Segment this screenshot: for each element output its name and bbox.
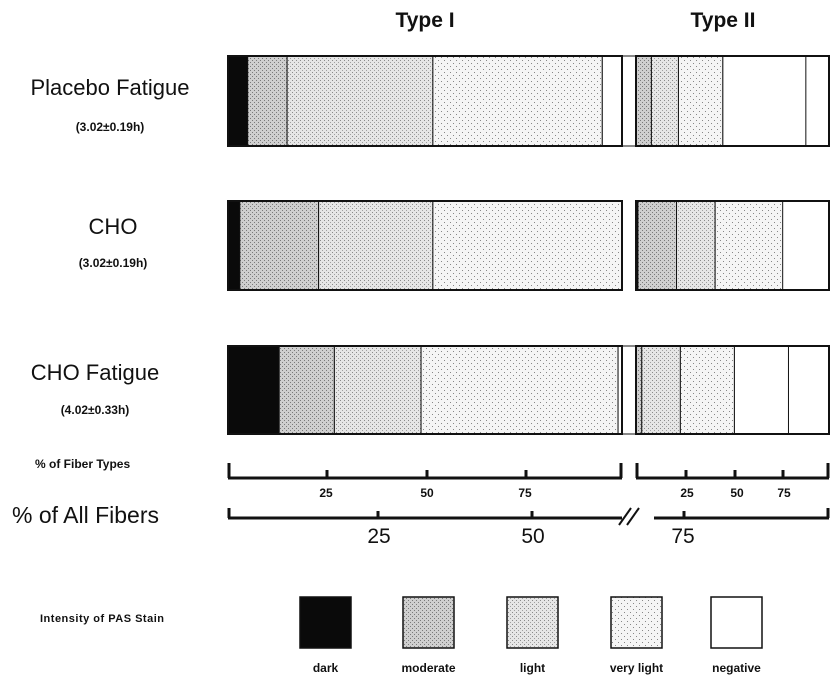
legend-swatch-negative xyxy=(710,596,763,649)
row-sublabel-placebo-fatigue: (3.02±0.19h) xyxy=(76,120,145,134)
bar-segment-type-i-cho-fatigue-light xyxy=(333,345,422,435)
legend-swatch-very-light xyxy=(610,596,663,649)
bar-segment-type-ii-placebo-fatigue-light xyxy=(650,55,679,147)
axis-all-fibers: 25 50 75 xyxy=(227,507,830,548)
row-sublabel-cho: (3.02±0.19h) xyxy=(79,256,148,270)
bar-segment-type-ii-cho-moderate xyxy=(637,200,678,291)
bar-segment-type-i-cho-moderate xyxy=(239,200,320,291)
bar-segment-type-ii-cho-fatigue-very-light xyxy=(679,345,735,435)
bar-outline xyxy=(635,200,830,291)
bar-segment-type-i-placebo-fatigue-light xyxy=(286,55,434,147)
legend-title: Intensity of PAS Stain xyxy=(40,613,164,625)
row-label-cho: CHO xyxy=(89,214,138,239)
axis-tick-label-25: 25 xyxy=(367,525,390,548)
legend-label-very-light: very light xyxy=(610,661,663,675)
bar-segment-type-i-cho-fatigue-moderate xyxy=(278,345,335,435)
bar-segment-type-ii-placebo-fatigue-negative xyxy=(722,55,807,147)
legend-label-dark: dark xyxy=(313,661,339,675)
bar-segment-type-i-cho-very-light xyxy=(432,200,623,291)
stacked-bars xyxy=(227,55,830,435)
legend-swatch-dark xyxy=(299,596,352,649)
bar-segment-type-i-cho-dark xyxy=(227,200,241,291)
row-label-cho-fatigue: CHO Fatigue xyxy=(31,360,159,385)
axis-tick-label-25: 25 xyxy=(319,486,333,500)
legend-label-moderate: moderate xyxy=(401,661,455,675)
bar-segment-type-i-cho-fatigue-dark xyxy=(227,345,280,435)
bar-segment-type-i-placebo-fatigue-dark xyxy=(227,55,249,147)
axis-break-mark xyxy=(626,507,640,526)
bar-segment-type-i-placebo-fatigue-very-light xyxy=(432,55,603,147)
legend-label-negative: negative xyxy=(712,661,761,675)
bar-segment-type-i-placebo-fatigue-moderate xyxy=(247,55,288,147)
legend: dark moderate light very light negative xyxy=(299,596,763,675)
row-sublabel-cho-fatigue: (4.02±0.33h) xyxy=(61,403,130,417)
axis-label-fiber-types: % of Fiber Types xyxy=(35,457,130,471)
bar-outline xyxy=(227,55,623,147)
axis-fiber-types-type2: 25 50 75 xyxy=(635,463,830,500)
bar-segment-type-ii-placebo-fatigue-very-light xyxy=(677,55,724,147)
axis-tick-label-50: 50 xyxy=(730,486,744,500)
axis-tick-label-50: 50 xyxy=(521,525,544,548)
bar-segment-type-ii-cho-very-light xyxy=(714,200,784,291)
group-label-type-1: Type I xyxy=(395,9,454,32)
axis-fiber-types-type1: 25 50 75 xyxy=(227,463,623,500)
bar-segment-type-ii-cho-fatigue-negative xyxy=(733,345,789,435)
bar-segment-type-ii-cho-light xyxy=(676,200,716,291)
bar-outline xyxy=(635,345,830,435)
row-label-placebo-fatigue: Placebo Fatigue xyxy=(31,75,190,100)
group-label-type-2: Type II xyxy=(691,9,756,32)
bar-outline xyxy=(635,55,830,147)
legend-swatch-moderate xyxy=(402,596,455,649)
axis-tick-label-75: 75 xyxy=(518,486,532,500)
bar-outline xyxy=(227,345,623,435)
axis-tick-label-75: 75 xyxy=(777,486,791,500)
axis-tick-label-75: 75 xyxy=(671,525,694,548)
bar-segment-type-i-cho-light xyxy=(318,200,434,291)
bar-segment-type-ii-placebo-fatigue-moderate xyxy=(635,55,652,147)
axis-tick-label-25: 25 xyxy=(680,486,694,500)
bar-segment-type-ii-cho-fatigue-light xyxy=(641,345,681,435)
legend-swatch-light xyxy=(506,596,559,649)
axis-break-mark xyxy=(618,507,632,526)
bar-segment-type-i-cho-fatigue-very-light xyxy=(420,345,619,435)
axis-label-all-fibers: % of All Fibers xyxy=(12,502,159,528)
legend-label-light: light xyxy=(520,661,545,675)
bar-outline xyxy=(227,200,623,291)
axis-tick-label-50: 50 xyxy=(420,486,434,500)
